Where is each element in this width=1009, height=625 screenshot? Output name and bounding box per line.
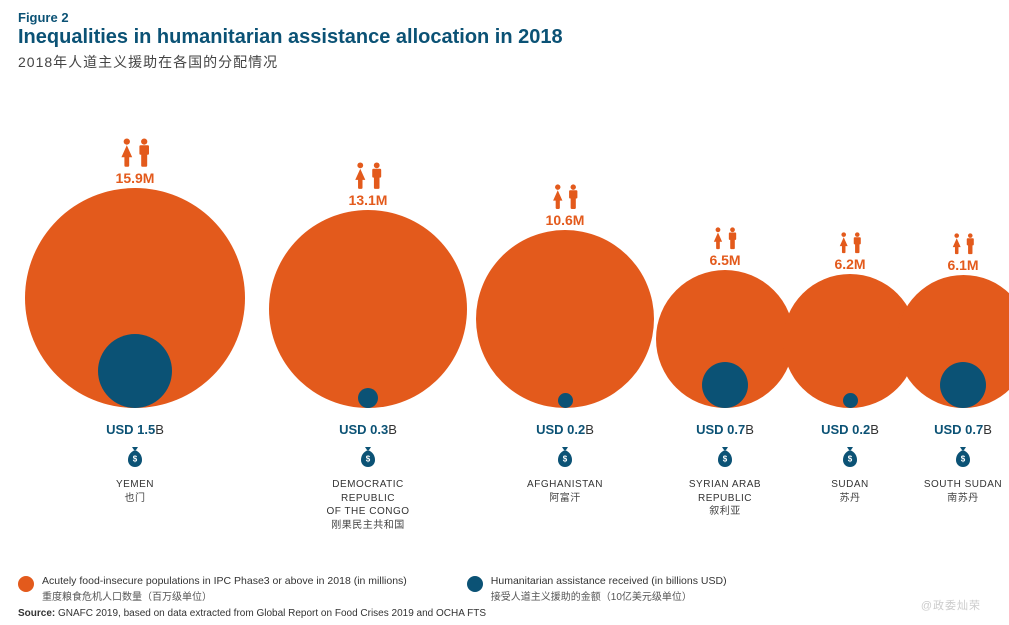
person-icon <box>370 162 383 190</box>
aid-label-yemen: USD 1.5B <box>75 422 195 437</box>
title-en: Inequalities in humanitarian assistance … <box>18 26 991 49</box>
title-zh: 2018年人道主义援助在各国的分配情况 <box>18 52 991 72</box>
money-bag-afghanistan: $ <box>556 446 574 468</box>
people-icon-syria <box>695 227 755 250</box>
people-icon-yemen <box>105 138 165 168</box>
legend-pop-en: Acutely food-insecure populations in IPC… <box>42 575 407 587</box>
people-icon-sudan <box>820 232 880 254</box>
person-icon <box>567 184 579 210</box>
people-icon-south-sudan <box>933 233 993 255</box>
source-label: Source: <box>18 608 55 619</box>
person-icon <box>353 162 368 190</box>
person-icon <box>951 233 962 255</box>
aid-label-syria: USD 0.7B <box>665 422 785 437</box>
money-bag-icon: $ <box>954 446 972 468</box>
aid-circle-yemen <box>98 334 172 408</box>
population-circle-afghanistan <box>476 230 654 408</box>
person-icon <box>119 138 135 168</box>
money-bag-icon: $ <box>359 446 377 468</box>
person-icon <box>551 184 565 210</box>
money-bag-sudan: $ <box>841 446 859 468</box>
source-line: Source: GNAFC 2019, based on data extrac… <box>18 608 486 619</box>
population-label-yemen: 15.9M <box>85 170 185 186</box>
svg-text:$: $ <box>133 455 138 464</box>
svg-text:$: $ <box>723 455 728 464</box>
legend-pop-zh: 重度粮食危机人口数量（百万级单位） <box>42 588 407 603</box>
person-icon <box>852 232 863 254</box>
money-bag-icon: $ <box>126 446 144 468</box>
population-label-south-sudan: 6.1M <box>913 257 1009 273</box>
country-label-drc: DEMOCRATICREPUBLICOF THE CONGO刚果民主共和国 <box>298 478 438 532</box>
aid-label-south-sudan: USD 0.7B <box>903 422 1009 437</box>
country-label-afghanistan: AFGHANISTAN阿富汗 <box>495 478 635 505</box>
person-icon <box>838 232 849 254</box>
source-text: GNAFC 2019, based on data extracted from… <box>58 608 486 619</box>
svg-text:$: $ <box>366 455 371 464</box>
money-bag-icon: $ <box>556 446 574 468</box>
aid-circle-syria <box>702 362 748 408</box>
aid-label-drc: USD 0.3B <box>308 422 428 437</box>
people-icon-drc <box>338 162 398 190</box>
aid-label-sudan: USD 0.2B <box>790 422 910 437</box>
population-label-sudan: 6.2M <box>800 256 900 272</box>
population-label-drc: 13.1M <box>318 192 418 208</box>
country-label-yemen: YEMEN也门 <box>65 478 205 505</box>
people-icon-afghanistan <box>535 184 595 210</box>
person-icon <box>137 138 151 168</box>
legend-item-population: Acutely food-insecure populations in IPC… <box>18 575 407 603</box>
money-bag-yemen: $ <box>126 446 144 468</box>
legend-aid-zh: 接受人道主义援助的金额（10亿美元级单位） <box>491 588 727 603</box>
country-label-syria: SYRIAN ARABREPUBLIC叙利亚 <box>655 478 795 519</box>
person-icon <box>727 227 738 250</box>
svg-text:$: $ <box>563 455 568 464</box>
money-bag-drc: $ <box>359 446 377 468</box>
aid-label-afghanistan: USD 0.2B <box>505 422 625 437</box>
svg-text:$: $ <box>961 455 966 464</box>
country-label-south-sudan: SOUTH SUDAN南苏丹 <box>893 478 1009 505</box>
person-icon <box>712 227 724 250</box>
figure-label: Figure 2 <box>18 10 991 25</box>
legend-dot-orange <box>18 576 34 592</box>
legend-aid-en: Humanitarian assistance received (in bil… <box>491 575 727 587</box>
aid-circle-drc <box>358 388 378 408</box>
population-label-syria: 6.5M <box>675 252 775 268</box>
legend-item-aid: Humanitarian assistance received (in bil… <box>467 575 727 603</box>
money-bag-south-sudan: $ <box>954 446 972 468</box>
legend-dot-navy <box>467 576 483 592</box>
aid-circle-south-sudan <box>940 362 986 408</box>
money-bag-icon: $ <box>716 446 734 468</box>
person-icon <box>965 233 976 255</box>
population-circle-drc <box>269 210 467 408</box>
chart-area: 15.9MUSD 1.5B $ YEMEN也门 13.1MUSD 0.3B $ … <box>18 78 991 548</box>
svg-text:$: $ <box>848 455 853 464</box>
aid-circle-afghanistan <box>558 393 573 408</box>
aid-circle-sudan <box>843 393 858 408</box>
money-bag-icon: $ <box>841 446 859 468</box>
legend: Acutely food-insecure populations in IPC… <box>18 575 991 603</box>
population-label-afghanistan: 10.6M <box>515 212 615 228</box>
money-bag-syria: $ <box>716 446 734 468</box>
